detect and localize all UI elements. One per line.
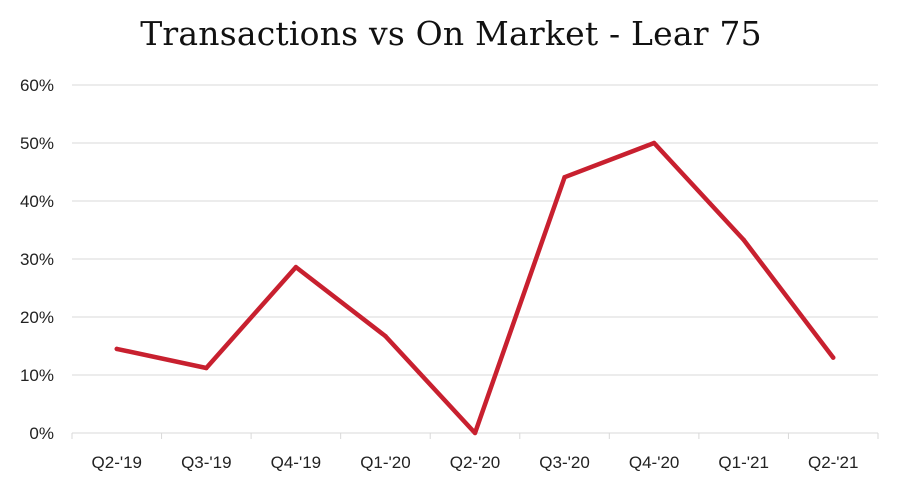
x-tick-label: Q2-'21 <box>808 453 859 472</box>
x-tick-label: Q3-'19 <box>181 453 232 472</box>
data-point <box>293 264 299 270</box>
x-tick-label: Q1-'20 <box>360 453 411 472</box>
data-point <box>383 333 388 339</box>
x-tick-label: Q4-'20 <box>629 453 680 472</box>
data-point <box>651 140 657 146</box>
y-tick-label: 50% <box>20 134 54 153</box>
y-tick-label: 60% <box>20 76 54 95</box>
data-point <box>204 365 209 371</box>
y-tick-label: 20% <box>20 308 54 327</box>
x-tick-label: Q2-'19 <box>92 453 143 472</box>
chart-title: Transactions vs On Market - Lear 75 <box>140 14 762 53</box>
y-tick-label: 10% <box>20 366 54 385</box>
x-tick-label: Q3-'20 <box>539 453 590 472</box>
y-tick-label: 30% <box>20 250 54 269</box>
data-point <box>472 430 478 436</box>
x-tick-label: Q2-'20 <box>450 453 501 472</box>
x-tick-label: Q4-'19 <box>271 453 322 472</box>
data-point <box>114 346 119 352</box>
x-tick-label: Q1-'21 <box>718 453 769 472</box>
data-point <box>831 355 836 360</box>
data-point <box>741 237 746 243</box>
y-tick-label: 40% <box>20 192 54 211</box>
series-line <box>114 140 836 436</box>
data-point <box>562 175 567 180</box>
y-tick-label: 0% <box>29 424 54 443</box>
